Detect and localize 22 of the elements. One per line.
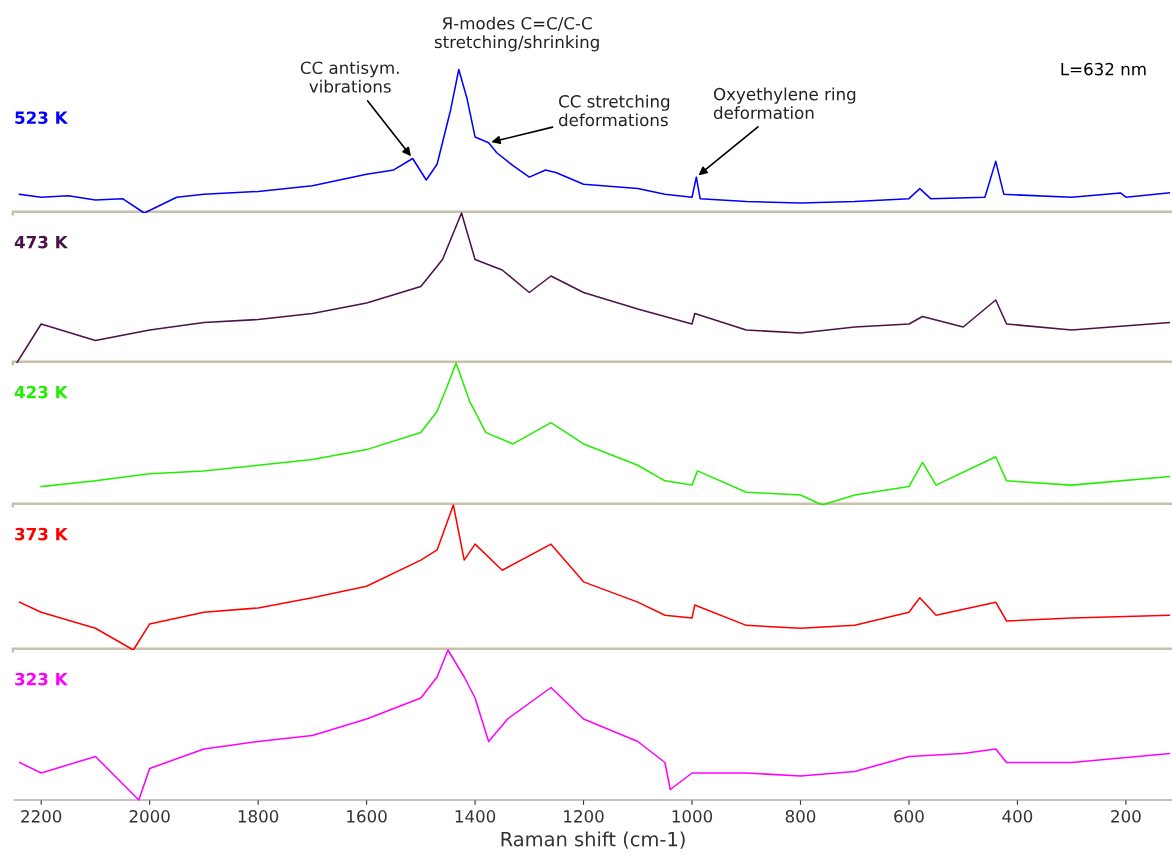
annotation: Oxyethylene ring deformation — [713, 87, 856, 120]
annotation: CC antisym. vibrations — [300, 61, 399, 93]
annotation: Я-modes C=C/C-C stretching/shrinking — [434, 16, 599, 52]
text: 373 K — [15, 527, 69, 541]
text: 323 K — [15, 672, 69, 686]
text: 473 K — [14, 235, 69, 249]
x-tick-label: 1200 — [564, 810, 604, 823]
annotation: L=632 nm — [1061, 62, 1146, 76]
x-tick-label: 200 — [1111, 810, 1141, 823]
x-tick-label: 1600 — [347, 810, 387, 823]
x-tick-label: 800 — [785, 810, 816, 823]
x-tick-label: 400 — [1002, 810, 1033, 823]
x-tick-label: 1000 — [672, 810, 713, 823]
x-tick-label: 1800 — [238, 810, 279, 823]
x-tick-label: 600 — [894, 810, 924, 823]
x-tick-label: 2000 — [129, 810, 170, 823]
x-tick-label: 2200 — [21, 810, 62, 823]
text: 423 K — [14, 385, 69, 399]
text: 523 K — [15, 111, 69, 124]
annotation: CC stretching deformations — [558, 94, 670, 127]
x-axis-title: Raman shift (cm-1) — [501, 831, 685, 849]
x-tick-label: 1400 — [455, 810, 496, 823]
